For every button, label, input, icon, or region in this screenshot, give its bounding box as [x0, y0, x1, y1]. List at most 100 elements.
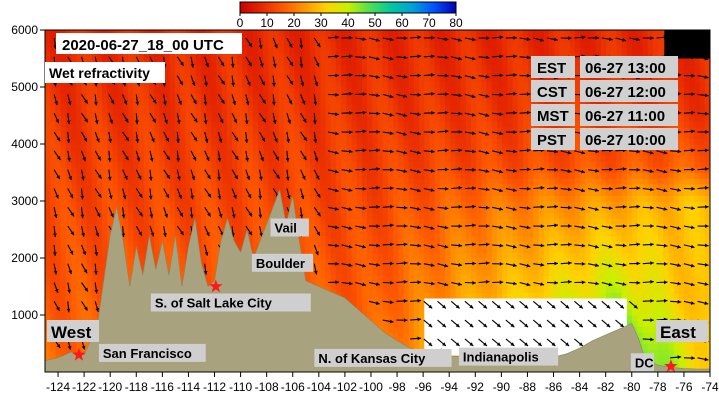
- field-cell: [413, 303, 420, 310]
- field-cell: [382, 109, 389, 117]
- field-cell: [341, 263, 347, 270]
- field-cell: [465, 206, 472, 213]
- field-cell: [351, 35, 358, 42]
- field-cell: [445, 201, 451, 208]
- field-cell: [424, 92, 431, 99]
- field-cell: [237, 235, 243, 242]
- field-cell: [356, 81, 363, 88]
- field-cell: [247, 47, 254, 54]
- field-cell: [169, 183, 176, 191]
- field-cell: [465, 161, 472, 168]
- field-cell: [320, 30, 327, 37]
- field-cell: [460, 183, 467, 191]
- field-cell: [398, 166, 405, 174]
- field-cell: [169, 218, 176, 225]
- field-cell: [330, 195, 337, 202]
- field-cell: [320, 161, 327, 168]
- field-cell: [102, 195, 108, 202]
- field-cell: [434, 30, 441, 37]
- field-cell: [304, 121, 311, 128]
- field-cell: [50, 292, 56, 299]
- field-cell: [403, 144, 410, 151]
- field-cell: [185, 229, 192, 236]
- field-cell: [367, 161, 373, 168]
- field-cell: [97, 269, 103, 276]
- field-cell: [299, 183, 306, 191]
- field-cell: [294, 58, 301, 65]
- field-cell: [393, 144, 399, 151]
- field-cell: [408, 303, 415, 310]
- field-cell: [200, 144, 207, 151]
- field-cell: [424, 52, 431, 60]
- field-cell: [174, 126, 181, 134]
- field-cell: [242, 98, 249, 105]
- field-cell: [174, 109, 181, 117]
- field-cell: [81, 280, 88, 288]
- field-cell: [206, 235, 212, 242]
- field-cell: [102, 58, 108, 65]
- field-cell: [455, 223, 462, 231]
- field-cell: [122, 144, 129, 151]
- field-cell: [382, 309, 389, 316]
- field-cell: [429, 332, 436, 339]
- field-cell: [112, 52, 119, 60]
- field-cell: [71, 126, 77, 134]
- field-cell: [434, 52, 441, 60]
- field-cell: [351, 144, 358, 151]
- field-cell: [377, 201, 384, 208]
- field-cell: [268, 189, 275, 196]
- field-cell: [185, 98, 192, 105]
- field-cell: [237, 229, 243, 236]
- field-cell: [55, 144, 62, 151]
- field-cell: [413, 132, 420, 139]
- colorbar-tick-label: 40: [341, 16, 355, 30]
- field-cell: [445, 297, 451, 305]
- field-cell: [284, 104, 290, 111]
- field-cell: [315, 109, 321, 117]
- field-cell: [320, 195, 327, 202]
- field-cell: [102, 189, 108, 196]
- field-cell: [382, 292, 389, 299]
- field-cell: [310, 30, 316, 37]
- field-cell: [367, 189, 373, 196]
- field-cell: [55, 206, 62, 213]
- field-cell: [138, 126, 145, 134]
- field-cell: [50, 149, 56, 156]
- field-cell: [164, 240, 171, 248]
- field-cell: [133, 229, 140, 236]
- field-cell: [164, 121, 171, 128]
- field-cell: [424, 98, 431, 105]
- field-cell: [128, 201, 134, 208]
- field-cell: [273, 58, 280, 65]
- field-cell: [460, 47, 467, 54]
- field-cell: [424, 87, 431, 94]
- field-cell: [424, 178, 431, 185]
- field-cell: [361, 30, 368, 37]
- field-cell: [465, 275, 472, 282]
- field-cell: [143, 92, 150, 99]
- field-cell: [387, 292, 394, 299]
- field-cell: [86, 58, 93, 65]
- field-cell: [377, 315, 384, 322]
- field-cell: [419, 223, 425, 231]
- field-cell: [471, 275, 477, 282]
- field-cell: [206, 69, 212, 77]
- field-cell: [424, 297, 431, 305]
- field-cell: [242, 41, 249, 48]
- field-cell: [320, 98, 327, 105]
- field-cell: [180, 69, 186, 77]
- field-cell: [180, 206, 186, 213]
- field-cell: [325, 121, 332, 128]
- field-cell: [55, 229, 62, 236]
- field-cell: [387, 258, 394, 265]
- field-cell: [299, 64, 306, 71]
- field-cell: [226, 92, 233, 99]
- field-cell: [335, 47, 342, 54]
- field-cell: [429, 320, 436, 327]
- field-cell: [289, 109, 295, 117]
- field-cell: [112, 172, 119, 179]
- field-cell: [278, 183, 285, 191]
- field-cell: [45, 303, 51, 310]
- field-cell: [439, 41, 446, 48]
- field-cell: [299, 126, 306, 134]
